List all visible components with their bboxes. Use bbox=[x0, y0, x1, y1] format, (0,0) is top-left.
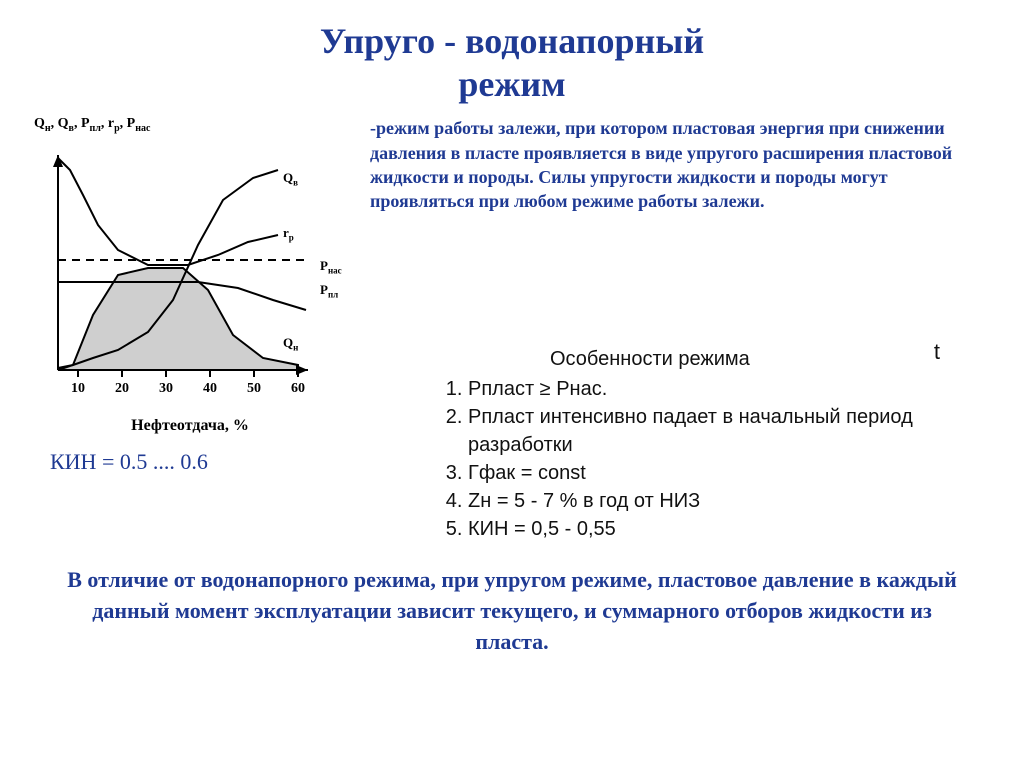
title-line1: Упруго - водонапорный bbox=[320, 21, 704, 61]
svg-text:20: 20 bbox=[115, 381, 129, 396]
curve-label: rp bbox=[283, 225, 343, 243]
features-block: t Особенности режима Рпласт ≥ Рнас.Рплас… bbox=[440, 345, 960, 543]
svg-text:50: 50 bbox=[247, 381, 261, 396]
curve-label: Qв bbox=[283, 170, 343, 188]
features-item: Рпласт ≥ Рнас. bbox=[468, 375, 960, 403]
svg-text:10: 10 bbox=[71, 381, 85, 396]
bottom-note: В отличие от водонапорного режима, при у… bbox=[30, 565, 994, 657]
reservoir-chart: 10 20 30 40 50 60 Qн Qв rp Pпл Pнас bbox=[38, 140, 348, 410]
title-line2: режим bbox=[458, 64, 565, 104]
chart-column: Qн, Qв, Pпл, rp, Pнас 10 20 30 40 50 60 Qн Qв rp… bbox=[30, 116, 350, 475]
svg-text:40: 40 bbox=[203, 381, 217, 396]
svg-text:60: 60 bbox=[291, 381, 305, 396]
features-item: Zн = 5 - 7 % в год от НИЗ bbox=[468, 487, 960, 515]
features-item: КИН = 0,5 - 0,55 bbox=[468, 515, 960, 543]
curve-label: Qн bbox=[283, 335, 343, 353]
chart-wrap: 102030405060QнQвrpPплPнас bbox=[38, 140, 338, 415]
curve-label: Pпл bbox=[320, 282, 348, 300]
y-axis-label: Qн, Qв, Pпл, rp, Pнас bbox=[34, 116, 350, 134]
t-label: t bbox=[934, 337, 940, 368]
kin-value: КИН = 0.5 .... 0.6 bbox=[50, 449, 350, 475]
features-item: Гфак = const bbox=[468, 459, 960, 487]
features-title: Особенности режима bbox=[550, 345, 960, 373]
curve-label: Pнас bbox=[320, 258, 348, 276]
features-item: Рпласт интенсивно падает в начальный пер… bbox=[468, 403, 960, 459]
page-title: Упруго - водонапорный режим bbox=[30, 20, 994, 106]
svg-text:30: 30 bbox=[159, 381, 173, 396]
x-axis-label: Нефтеотдача, % bbox=[30, 417, 350, 435]
features-list: Рпласт ≥ Рнас.Рпласт интенсивно падает в… bbox=[440, 375, 960, 543]
description-text: -режим работы залежи, при котором пласто… bbox=[370, 116, 994, 213]
